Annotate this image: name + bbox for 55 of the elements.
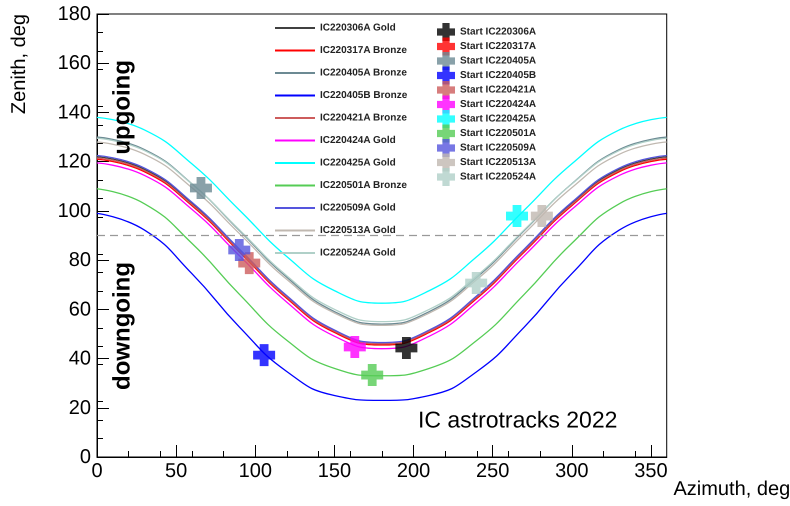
annotation: downgoing (108, 262, 136, 390)
point (238, 252, 260, 274)
legend-label: Start IC220306A (460, 26, 536, 38)
legend-label: Start IC220405B (460, 70, 536, 81)
x-tick-label: 150 (318, 460, 352, 482)
y-axis-title: Zenith, deg (8, 14, 30, 114)
point (344, 336, 366, 358)
legend-label: Start IC220509A (460, 142, 536, 154)
legend-label: IC220513A Gold (320, 225, 396, 236)
legend-label: IC220509A Gold (320, 202, 396, 214)
line-series (96, 212, 668, 402)
legend-label: Start IC220524A (460, 172, 536, 182)
x-tick-label: 50 (165, 460, 188, 482)
x-tick-label: 350 (634, 460, 668, 482)
x-axis-title: Azimuth, deg (673, 478, 790, 500)
x-tick-label: 250 (476, 460, 510, 482)
legend-label: IC220405B Bronze (320, 90, 408, 101)
annotation: IC astrotracks 2022 (418, 406, 618, 432)
x-tick-label: 300 (555, 460, 588, 482)
y-tick-label: 40 (68, 348, 91, 370)
legend-label: Start IC220513A (460, 157, 536, 168)
point (465, 272, 488, 294)
legend-label: Start IC220317A (460, 41, 536, 52)
point (506, 205, 528, 228)
legend-label: IC220317A Bronze (320, 45, 408, 56)
legend-label: IC220425A Gold (320, 158, 396, 168)
y-tick-label: 60 (68, 298, 91, 320)
point (395, 336, 418, 359)
legend-label: Start IC220425A (460, 114, 536, 124)
y-tick-label: 0 (80, 446, 91, 468)
legend-label: Start IC220424A (460, 99, 536, 110)
x-tick-label: 200 (396, 460, 430, 482)
y-tick-label: 160 (58, 52, 91, 74)
y-tick-label: 100 (58, 200, 91, 222)
point (190, 177, 212, 199)
legend-label: Start IC220405A (460, 56, 536, 66)
legend-label: IC220405A Bronze (320, 68, 408, 78)
point (228, 239, 250, 262)
legend-label: IC220306A Gold (320, 22, 396, 34)
y-tick-label: 140 (58, 101, 91, 124)
annotation: upgoing (108, 60, 136, 155)
point (253, 344, 276, 366)
y-tick-label: 180 (58, 3, 91, 25)
x-tick-label: 100 (238, 460, 272, 482)
legend-label: IC220424A Gold (320, 135, 396, 146)
point (361, 364, 384, 386)
legend-label: IC220421A Bronze (320, 112, 408, 124)
y-tick-label: 120 (58, 150, 91, 173)
point (530, 205, 553, 228)
y-tick-label: 80 (68, 249, 91, 272)
legend-label: IC220501A Bronze (320, 180, 408, 191)
legend-label: IC220524A Gold (320, 248, 396, 258)
legend-label: Start IC220501A (460, 128, 536, 139)
y-tick-label: 20 (68, 396, 91, 419)
legend-label: Start IC220421A (460, 84, 536, 96)
